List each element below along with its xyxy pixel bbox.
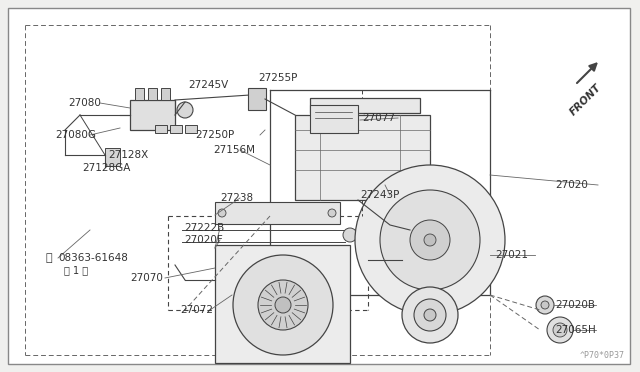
Text: 27156M: 27156M	[213, 145, 255, 155]
Bar	[310, 98, 420, 113]
Circle shape	[275, 297, 291, 313]
Circle shape	[547, 317, 573, 343]
Text: 27250P: 27250P	[195, 130, 234, 140]
Circle shape	[177, 102, 193, 118]
Bar	[135, 88, 144, 100]
Text: 27070: 27070	[130, 273, 163, 283]
Circle shape	[410, 220, 450, 260]
Bar	[170, 125, 182, 133]
Text: 27222B: 27222B	[184, 223, 224, 233]
Circle shape	[218, 209, 226, 217]
Bar	[161, 88, 170, 100]
Text: 27238: 27238	[220, 193, 253, 203]
Text: 27065H: 27065H	[555, 325, 596, 335]
Circle shape	[424, 309, 436, 321]
Bar	[185, 125, 197, 133]
Text: 27020: 27020	[555, 180, 588, 190]
Bar	[105, 148, 120, 166]
Circle shape	[536, 296, 554, 314]
Text: 08363-61648: 08363-61648	[58, 253, 128, 263]
Bar	[155, 125, 167, 133]
Text: 27021: 27021	[495, 250, 528, 260]
Circle shape	[541, 301, 549, 309]
Text: 27255P: 27255P	[258, 73, 298, 83]
Bar	[310, 105, 358, 133]
Bar	[148, 88, 157, 100]
Circle shape	[233, 255, 333, 355]
Circle shape	[414, 299, 446, 331]
Circle shape	[424, 234, 436, 246]
Circle shape	[328, 209, 336, 217]
Text: ^P70*0P37: ^P70*0P37	[580, 351, 625, 360]
Circle shape	[402, 287, 458, 343]
Text: 27080: 27080	[68, 98, 101, 108]
Circle shape	[553, 323, 567, 337]
Text: 27245V: 27245V	[188, 80, 228, 90]
Text: 27077: 27077	[362, 113, 395, 123]
Text: 27080G: 27080G	[55, 130, 96, 140]
Text: 27020F: 27020F	[184, 235, 223, 245]
Circle shape	[258, 280, 308, 330]
Bar	[215, 202, 340, 224]
Bar	[248, 88, 266, 110]
Text: Ⓢ: Ⓢ	[45, 253, 52, 263]
Text: 27128GA: 27128GA	[82, 163, 131, 173]
Polygon shape	[295, 115, 430, 200]
Text: FRONT: FRONT	[568, 83, 603, 118]
Text: 27128X: 27128X	[108, 150, 148, 160]
Text: 〈 1 〉: 〈 1 〉	[64, 265, 88, 275]
Bar	[215, 245, 350, 363]
Circle shape	[355, 165, 505, 315]
Text: 27020B: 27020B	[555, 300, 595, 310]
Text: 27072: 27072	[180, 305, 213, 315]
Bar	[130, 100, 175, 130]
Circle shape	[343, 228, 357, 242]
Text: 27243P: 27243P	[360, 190, 399, 200]
Circle shape	[380, 190, 480, 290]
